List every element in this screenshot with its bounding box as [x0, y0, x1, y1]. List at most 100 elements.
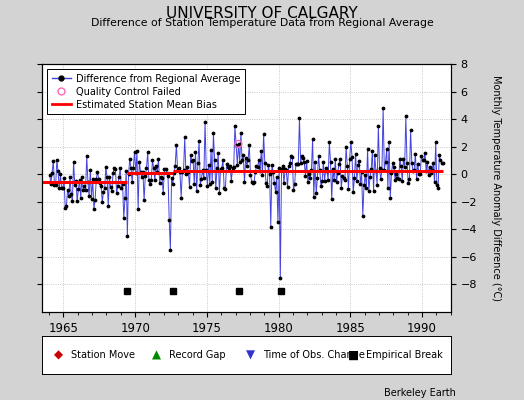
Point: [159, 190, 167, 196]
Point: [430, 179, 439, 186]
Point: [435, 152, 443, 158]
Point: [228, 165, 237, 171]
Point: [409, 168, 417, 175]
Point: [345, 155, 354, 162]
Point: [126, 156, 134, 162]
Point: [433, 182, 441, 188]
Point: [184, 168, 192, 175]
Point: [362, 185, 370, 192]
Point: [99, 188, 107, 195]
Point: [181, 134, 189, 140]
Point: [366, 174, 374, 180]
Point: [173, 166, 182, 172]
Point: [174, 164, 183, 171]
Point: [46, 172, 54, 178]
Point: [295, 115, 303, 121]
Point: [54, 168, 62, 174]
Point: [370, 152, 379, 158]
Point: [329, 166, 337, 172]
Point: [111, 166, 119, 172]
Point: [267, 223, 275, 230]
Point: [303, 179, 312, 185]
Point: [62, 202, 71, 209]
Point: [232, 142, 241, 149]
Point: [194, 160, 202, 166]
Point: [280, 180, 288, 186]
Point: [145, 177, 153, 183]
Point: [281, 166, 289, 172]
Point: [147, 176, 156, 183]
Point: [144, 149, 152, 156]
Point: [428, 167, 436, 173]
Point: [285, 163, 293, 170]
Point: [372, 168, 380, 174]
Point: [400, 164, 409, 170]
Text: Time of Obs. Change: Time of Obs. Change: [264, 350, 365, 360]
Text: Berkeley Earth: Berkeley Earth: [384, 388, 456, 398]
Point: [424, 172, 433, 179]
Point: [113, 190, 121, 196]
Point: [297, 160, 305, 166]
Point: [152, 162, 160, 169]
Point: [274, 219, 282, 226]
Point: [97, 183, 105, 189]
Point: [86, 167, 94, 174]
Point: [343, 162, 352, 169]
Point: [272, 174, 281, 180]
Point: [212, 185, 220, 191]
Point: [171, 162, 179, 169]
Point: [115, 174, 123, 180]
Point: [353, 178, 361, 184]
Point: [182, 171, 190, 177]
Point: [388, 160, 397, 166]
Point: [378, 167, 386, 174]
Point: [252, 163, 260, 170]
Point: [191, 149, 200, 155]
Point: [169, 181, 177, 187]
Point: [312, 190, 320, 197]
Point: [80, 183, 89, 189]
Point: [367, 166, 375, 172]
Point: [132, 170, 140, 176]
Point: [59, 185, 67, 192]
Point: [249, 180, 257, 187]
Point: [319, 159, 328, 165]
Point: [183, 164, 191, 170]
Point: [368, 148, 377, 154]
Point: [300, 159, 309, 166]
Point: [350, 175, 358, 181]
Point: [73, 198, 81, 205]
Point: [354, 162, 362, 168]
Point: [106, 184, 115, 190]
Point: [243, 162, 251, 169]
Point: [335, 161, 343, 168]
Point: [136, 168, 145, 175]
Point: [133, 148, 141, 154]
Point: [200, 175, 208, 181]
Point: [176, 169, 184, 176]
Point: [392, 171, 400, 177]
Point: [326, 159, 335, 166]
Text: ▲: ▲: [152, 348, 161, 362]
Point: [251, 169, 259, 176]
Text: ▼: ▼: [246, 348, 255, 362]
Point: [247, 178, 256, 185]
Point: [162, 170, 171, 176]
Point: [365, 188, 373, 194]
Text: ◆: ◆: [54, 348, 63, 362]
Point: [256, 168, 264, 174]
Point: [375, 165, 384, 172]
Point: [141, 173, 149, 179]
Point: [156, 179, 164, 186]
Point: [123, 233, 132, 240]
Point: [157, 174, 165, 180]
Point: [154, 156, 162, 163]
Point: [357, 169, 366, 175]
Point: [244, 157, 252, 163]
Point: [241, 179, 249, 186]
Point: [77, 194, 85, 201]
Point: [438, 159, 446, 166]
Point: [245, 142, 254, 148]
Point: [219, 157, 227, 164]
Point: [148, 157, 157, 164]
